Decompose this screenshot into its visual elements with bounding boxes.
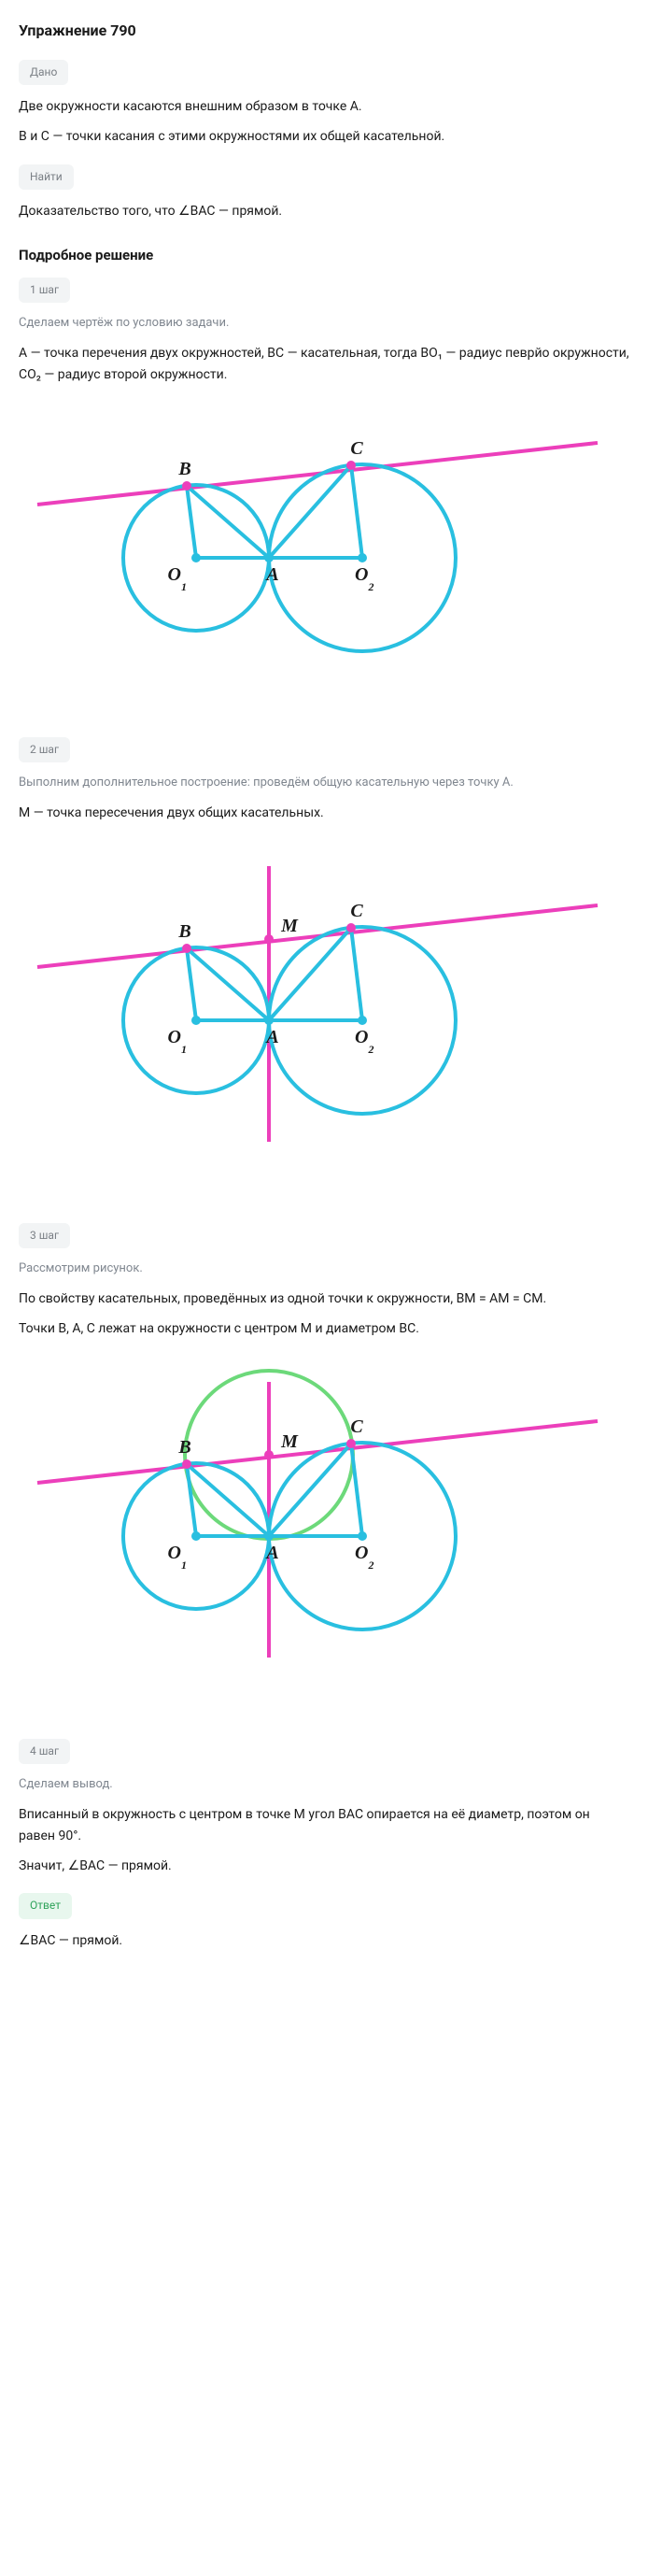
svg-text:B: B	[177, 921, 190, 942]
step-4-paragraph-1: Вписанный в окружность с центром в точке…	[19, 1804, 629, 1846]
svg-text:O1: O1	[168, 1027, 187, 1056]
figure-2-svg: B C M A O1 O2	[19, 843, 629, 1151]
answer-chip: Ответ	[19, 1893, 72, 1918]
step-1-intro: Сделаем чертёж по условию задачи.	[19, 314, 629, 334]
solution-title: Подробное решение	[19, 244, 629, 266]
svg-text:C: C	[350, 438, 363, 459]
step-4-paragraph-2: Значит, ∠BAC — прямой.	[19, 1856, 629, 1876]
step-3-paragraph-2: Точки B, A, C лежат на окружности с цент…	[19, 1318, 629, 1339]
answer-paragraph: ∠BAC — прямой.	[19, 1930, 629, 1951]
step-4-intro: Сделаем вывод.	[19, 1775, 629, 1795]
svg-text:C: C	[350, 1416, 363, 1437]
step-3-paragraph-1: По свойству касательных, проведённых из …	[19, 1288, 629, 1309]
step-4-chip: 4 шаг	[19, 1739, 70, 1764]
svg-text:A: A	[264, 1543, 278, 1563]
find-paragraph: Доказательство того, что ∠BAC — прямой.	[19, 201, 629, 221]
svg-text:O2: O2	[355, 1027, 373, 1056]
figure-3-svg: B C M A O1 O2	[19, 1359, 629, 1667]
svg-text:O2: O2	[355, 564, 373, 593]
svg-text:M: M	[280, 1431, 299, 1452]
svg-text:O2: O2	[355, 1543, 373, 1572]
step-1-chip: 1 шаг	[19, 278, 70, 303]
given-chip: Дано	[19, 60, 68, 85]
given-paragraph-1: Две окружности касаются внешним образом …	[19, 96, 629, 117]
figure-1-svg: B C A O1 O2	[19, 404, 629, 665]
step-2-paragraph: M — точка пересечения двух общих касател…	[19, 803, 629, 823]
step-3-intro: Рассмотрим рисунок.	[19, 1260, 629, 1279]
svg-text:O1: O1	[168, 564, 187, 593]
step-2-chip: 2 шаг	[19, 737, 70, 762]
svg-text:M: M	[280, 916, 299, 936]
step-1-paragraph: A — точка перечения двух окружностей, BC…	[19, 343, 629, 385]
svg-text:O1: O1	[168, 1543, 187, 1572]
figure-2: B C M A O1 O2	[19, 843, 629, 1158]
given-paragraph-2: B и C — точки касания с этими окружностя…	[19, 126, 629, 147]
figure-3: B C M A O1 O2	[19, 1359, 629, 1673]
svg-text:C: C	[350, 901, 363, 921]
figure-1: B C A O1 O2	[19, 404, 629, 672]
exercise-title: Упражнение 790	[19, 19, 629, 43]
svg-text:B: B	[177, 459, 190, 479]
step-2-intro: Выполним дополнительное построение: пров…	[19, 774, 629, 793]
step-3-chip: 3 шаг	[19, 1223, 70, 1248]
svg-text:A: A	[264, 1027, 278, 1047]
svg-text:B: B	[177, 1437, 190, 1458]
svg-text:A: A	[264, 564, 278, 585]
find-chip: Найти	[19, 164, 74, 190]
